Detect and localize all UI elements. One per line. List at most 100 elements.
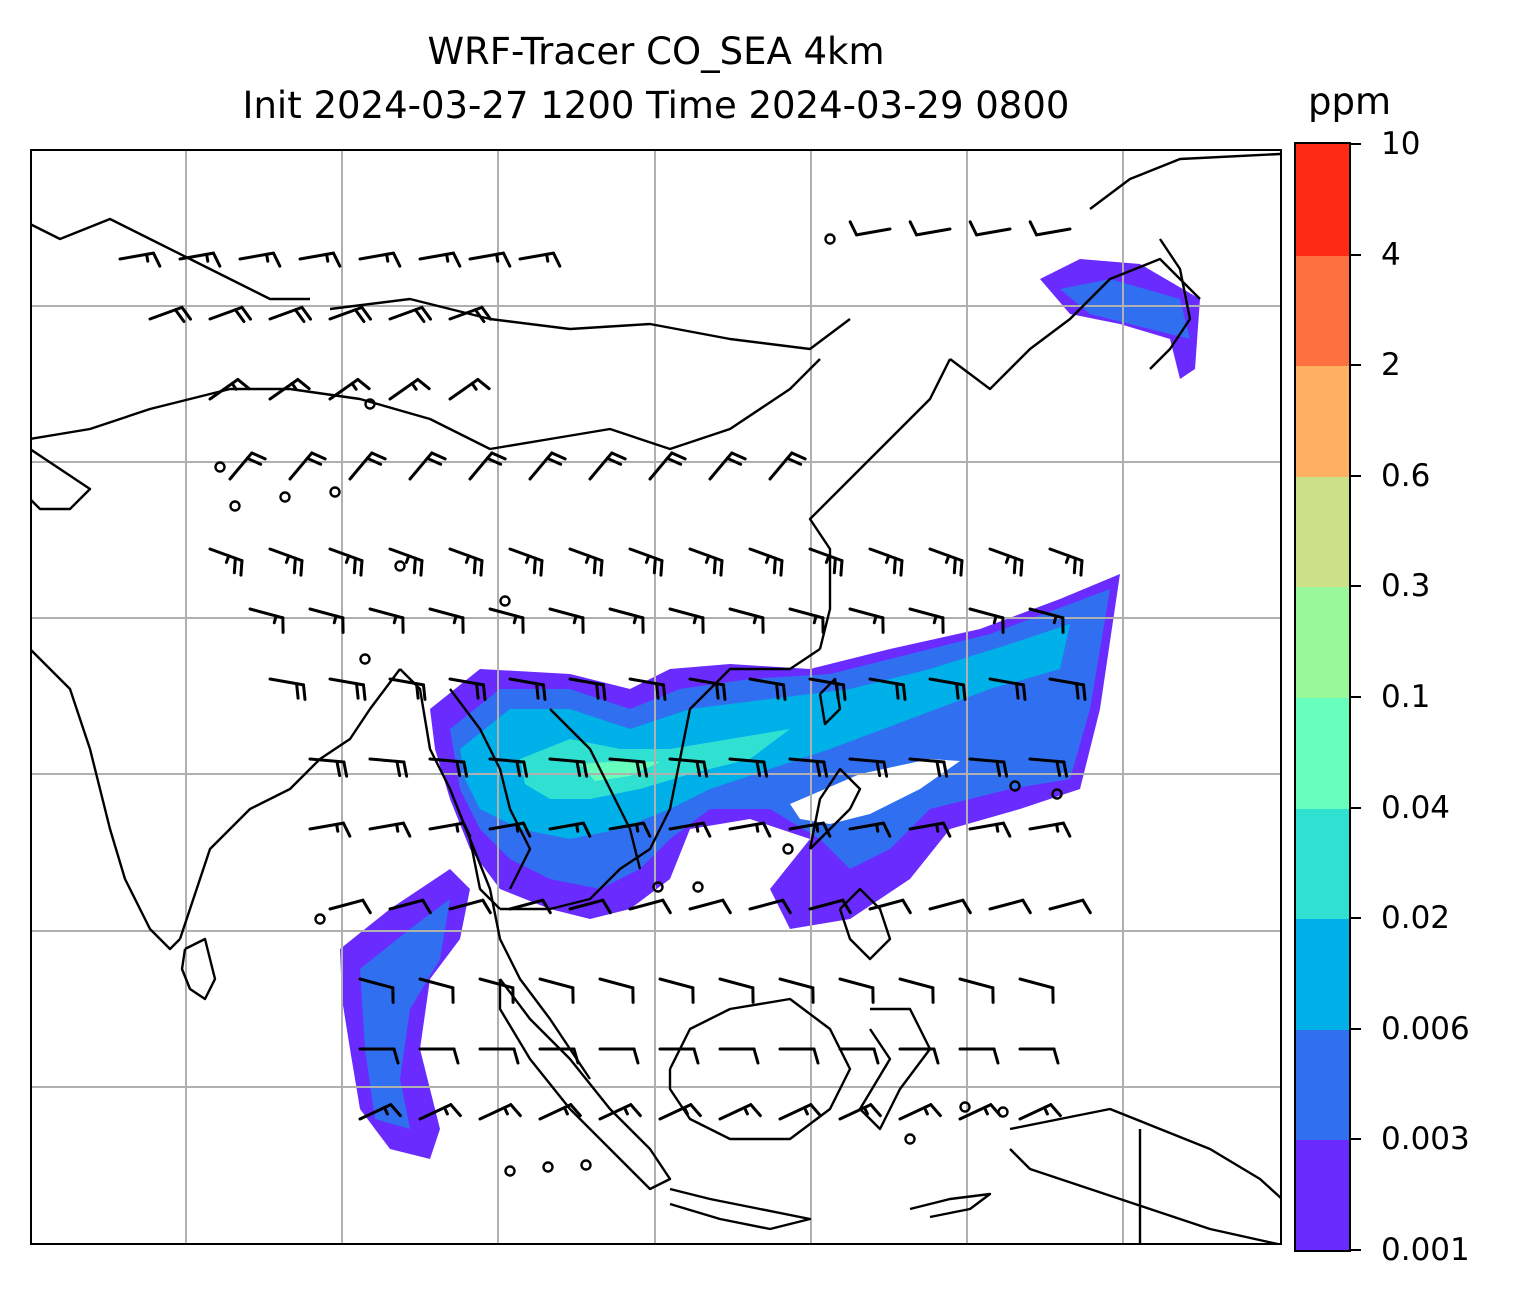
wind-barb-feather — [929, 1103, 942, 1118]
wind-barb — [538, 977, 575, 1004]
coastline — [909, 1192, 992, 1219]
wind-barb-shaft — [975, 227, 1012, 237]
co-tracer-plume — [340, 259, 1200, 1159]
wind-barb-feather — [476, 377, 491, 391]
calm-wind-circle — [279, 491, 291, 503]
wind-barb — [1018, 1047, 1060, 1065]
wind-barb — [1028, 821, 1072, 838]
coastline — [329, 297, 851, 351]
wind-barb-shaft — [468, 451, 494, 481]
wind-barb-feather — [301, 683, 307, 701]
wind-barb-shaft — [428, 607, 465, 620]
wind-barb-feather — [822, 760, 829, 778]
wind-barb — [598, 977, 635, 1004]
calm-wind-circle — [904, 1133, 916, 1145]
wind-barb — [808, 547, 844, 577]
wind-barb — [1028, 220, 1072, 237]
wind-barb-shaft — [448, 377, 480, 401]
wind-barb-feather — [481, 683, 487, 701]
wind-barb — [788, 757, 829, 778]
map-gridlines — [30, 149, 1282, 1245]
wind-barb-feather — [1021, 898, 1032, 915]
wind-barb — [488, 821, 532, 838]
wind-barb — [298, 251, 342, 268]
wind-barb-feather — [812, 1047, 820, 1065]
wind-barb-feather — [1001, 821, 1012, 838]
plume-region — [1060, 279, 1190, 339]
calm-wind-circle — [824, 233, 836, 245]
wind-barb — [468, 251, 512, 268]
wind-barb — [418, 1103, 462, 1121]
wind-barb — [368, 757, 409, 778]
wind-barb-shaft — [508, 547, 544, 563]
wind-barb-feather — [932, 1047, 940, 1065]
wind-barb-feather — [415, 682, 420, 700]
wind-barb — [928, 677, 967, 701]
wind-barb-feather — [572, 614, 578, 625]
wind-barb — [968, 821, 1012, 838]
wind-barb-feather — [942, 760, 949, 778]
wind-barb-feather — [772, 556, 777, 575]
wind-barb — [308, 757, 349, 778]
wind-barb — [908, 220, 952, 237]
wind-barb-shaft — [408, 451, 434, 481]
coastline — [669, 1187, 812, 1231]
wind-barb-feather — [389, 1103, 402, 1118]
wind-barb — [838, 977, 875, 1004]
wind-barb — [628, 547, 664, 577]
wind-barb — [668, 821, 712, 838]
wind-barb-feather — [449, 1103, 462, 1118]
wind-barb — [1048, 898, 1092, 915]
wind-barb — [968, 220, 1012, 237]
wind-barb-shaft — [868, 898, 905, 911]
wind-barb — [868, 547, 904, 577]
wind-barb-feather — [509, 1103, 522, 1118]
wind-barb-feather — [452, 614, 458, 625]
wind-barb-shaft — [368, 757, 406, 764]
wind-barb-shaft — [548, 607, 585, 620]
wind-barb — [418, 977, 455, 1004]
wind-barb-shaft — [388, 547, 424, 563]
wind-barb-feather — [569, 1103, 582, 1118]
wind-barb-shaft — [968, 607, 1005, 620]
wind-barb — [328, 377, 371, 401]
wind-barb — [118, 251, 162, 268]
wind-barb-feather — [839, 559, 844, 577]
wind-barb — [348, 451, 387, 481]
coastline — [838, 887, 892, 961]
wind-barb-feather — [292, 556, 297, 575]
wind-barb — [308, 607, 345, 634]
wind-barb-feather — [595, 682, 600, 700]
wind-barb — [548, 821, 592, 838]
coastline — [808, 767, 862, 850]
wind-barb — [238, 251, 282, 268]
wind-barb — [988, 898, 1032, 915]
chart-title-line2: Init 2024-03-27 1200 Time 2024-03-29 080… — [242, 84, 1070, 127]
wind-barb-feather — [952, 556, 957, 575]
wind-barb-shaft — [568, 547, 604, 563]
wind-barb — [388, 547, 424, 577]
wind-barb-feather — [180, 305, 192, 321]
colorbar-segment — [1296, 918, 1349, 1030]
wind-barb-feather — [742, 1106, 749, 1116]
wind-barb-feather — [205, 252, 210, 263]
wind-barb-feather — [610, 451, 627, 461]
wind-barb-feather — [908, 220, 919, 237]
colorbar-tick — [1351, 806, 1361, 809]
wind-barb-feather — [872, 1047, 880, 1065]
wind-barb-feather — [701, 821, 712, 838]
wind-barb-feather — [575, 822, 580, 833]
wind-barb-shaft — [768, 451, 794, 481]
calm-wind-circle — [359, 653, 371, 665]
wind-barb — [658, 1103, 702, 1121]
wind-barb — [868, 898, 912, 915]
wind-barb — [1048, 547, 1084, 577]
wind-barb — [1048, 677, 1087, 701]
wind-barb-feather — [442, 1106, 449, 1116]
wind-barb-feather — [761, 821, 772, 838]
wind-barb-shaft — [608, 607, 645, 620]
wind-barb — [208, 547, 244, 577]
wind-barb-feather — [779, 559, 784, 577]
wind-barb — [448, 677, 487, 701]
wind-barb-feather — [404, 554, 411, 564]
